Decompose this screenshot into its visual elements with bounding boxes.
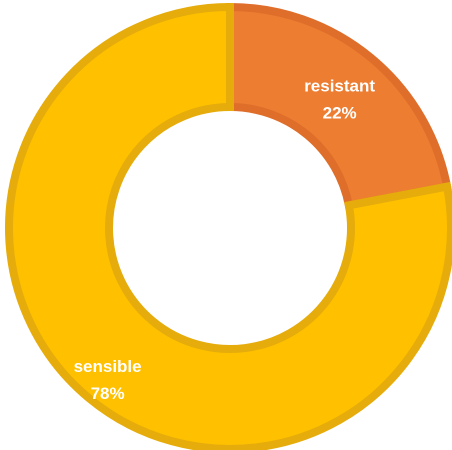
- slice-sensible: [5, 2, 452, 450]
- slices-layer: [5, 2, 452, 450]
- labels-layer: resistant 22% sensible 78%: [74, 76, 376, 402]
- slice-value-resistant: 22%: [323, 103, 357, 122]
- slice-label-sensible: sensible: [74, 357, 142, 376]
- slice-label-resistant: resistant: [304, 76, 375, 95]
- slice-value-sensible: 78%: [91, 384, 125, 403]
- slice-resistant: [226, 2, 452, 211]
